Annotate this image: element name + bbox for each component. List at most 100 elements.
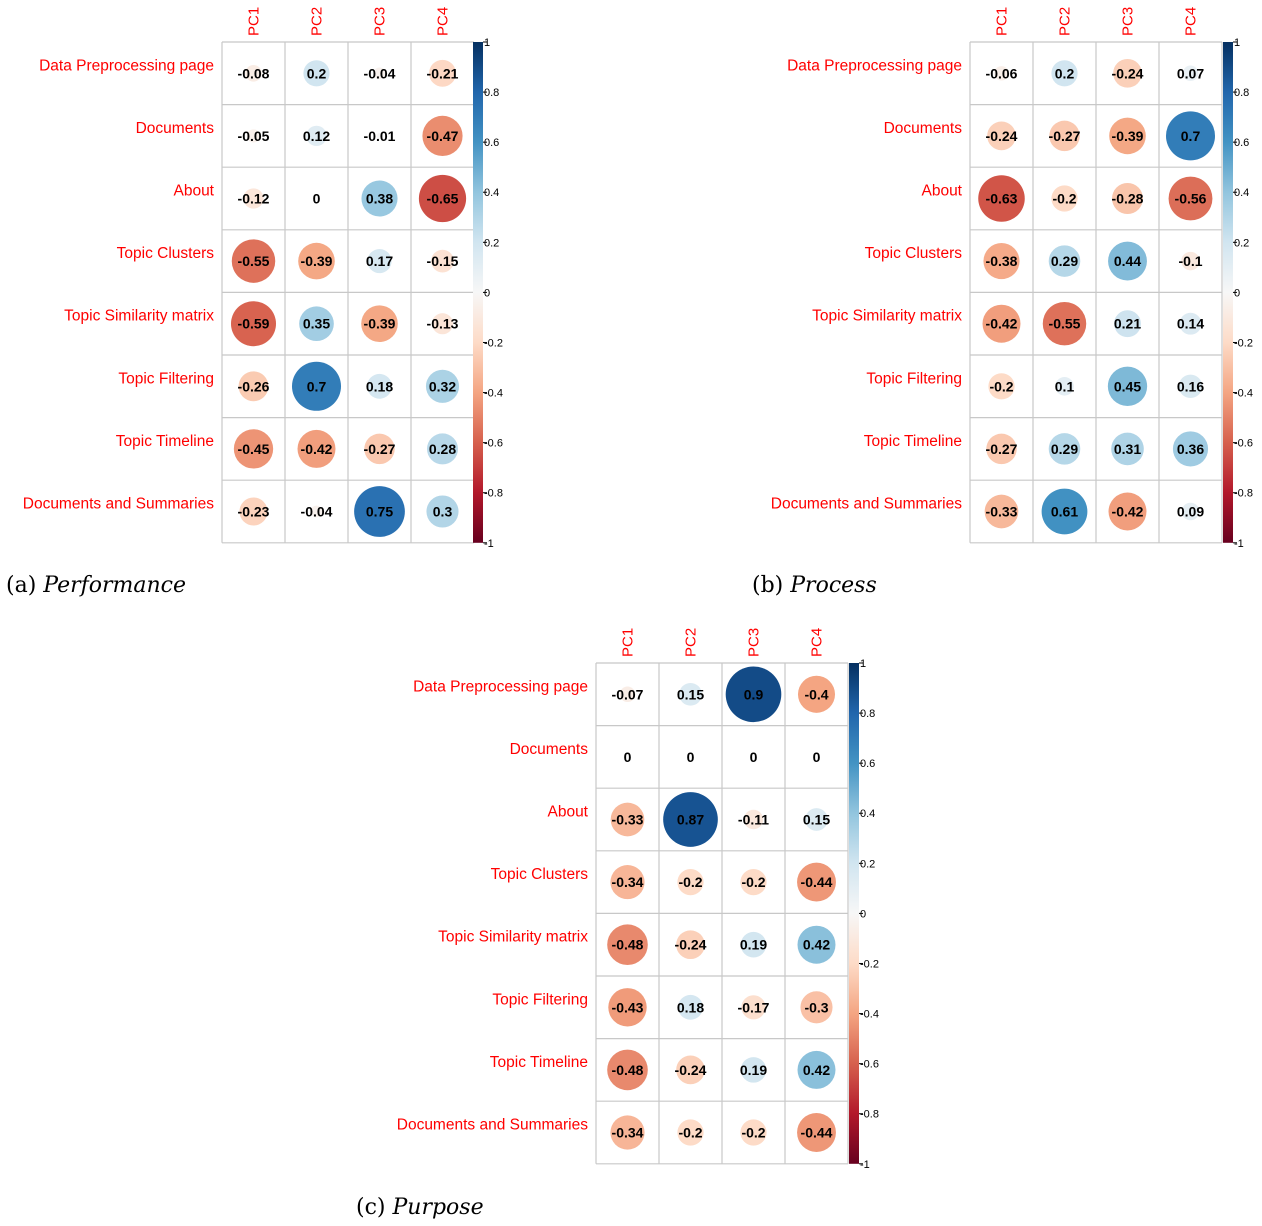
- colorbar-tick-label: 0.2: [860, 858, 875, 870]
- row-label: Topic Clusters: [865, 245, 963, 262]
- corr-value-label: -0.2: [678, 874, 702, 890]
- corr-circle: [676, 930, 705, 960]
- corr-value-label: -0.47: [427, 128, 459, 144]
- corr-circle: [676, 1055, 705, 1085]
- corr-circle: [231, 239, 276, 283]
- corr-circle: [297, 429, 336, 468]
- panel-caption: (a) Performance: [6, 573, 186, 598]
- corr-circle: [1042, 301, 1087, 346]
- panel-process: -0.06 0.2 -0.24 0.07 -0.24 -0.27 -0.39 0.7 -0.63…: [752, 7, 1253, 598]
- colorbar-tick-label: 0: [1234, 287, 1240, 299]
- corr-value-label: 0.32: [429, 378, 456, 394]
- corr-circle: [364, 433, 395, 465]
- corr-circle: [1107, 366, 1148, 406]
- corr-value-label: -0.56: [1175, 191, 1207, 207]
- corr-value-label: -0.42: [986, 316, 1018, 332]
- corr-circle: [303, 60, 330, 87]
- row-label: Data Preprocessing page: [39, 57, 214, 74]
- colorbar-tick-label: 0.4: [484, 187, 499, 199]
- corr-value-label: 0.38: [366, 191, 393, 207]
- corr-value-label: 0.07: [1177, 65, 1204, 81]
- row-label: Documents: [136, 120, 215, 137]
- corr-value-label: -0.39: [1112, 128, 1144, 144]
- corr-circle: [1168, 176, 1213, 221]
- corr-value-label: -0.34: [612, 874, 644, 890]
- corr-circle: [246, 129, 261, 143]
- corr-circle: [679, 682, 702, 706]
- corr-value-label: -0.48: [612, 937, 644, 953]
- colorbar-tick-label: 1: [484, 37, 490, 49]
- corr-circle: [426, 495, 459, 528]
- corr-circle: [1178, 374, 1203, 399]
- corr-value-label: 0.15: [677, 686, 704, 702]
- colorbar-tick-label: 1: [1234, 37, 1240, 49]
- colorbar-tick-label: 0.2: [1234, 237, 1249, 249]
- corr-circle: [982, 304, 1021, 343]
- corr-circle: [367, 373, 392, 399]
- corr-value-label: 0.35: [303, 316, 330, 332]
- corr-circle: [988, 373, 1015, 400]
- corr-value-label: -0.55: [238, 253, 270, 269]
- corr-circle: [233, 429, 274, 469]
- panel-caption-title: Purpose: [391, 1195, 483, 1220]
- corr-value-label: 0.87: [677, 812, 704, 828]
- corr-value-label: -0.28: [1112, 191, 1144, 207]
- corr-value-label: -0.12: [238, 191, 270, 207]
- corr-value-label: -0.23: [238, 504, 270, 520]
- corr-value-label: -0.27: [986, 441, 1018, 457]
- corr-circle: [425, 369, 460, 403]
- corr-circle: [741, 995, 766, 1020]
- corr-circle: [677, 1119, 704, 1146]
- row-label: About: [921, 183, 962, 200]
- corr-circle: [367, 249, 392, 274]
- corr-value-label: 0.36: [1177, 441, 1204, 457]
- colorbar-tick-label: -0.2: [1234, 337, 1253, 349]
- corr-value-label: -0.04: [364, 65, 396, 81]
- corr-circle: [800, 991, 833, 1024]
- corr-circle: [1165, 111, 1216, 161]
- corr-circle: [797, 1113, 836, 1152]
- colorbar-tick-label: -1: [484, 538, 494, 550]
- colorbar-tick-label: 0.6: [860, 758, 875, 770]
- column-label: PC2: [1057, 7, 1074, 36]
- corr-value-label: 0.28: [429, 441, 456, 457]
- colorbar-tick-label: -0.8: [484, 488, 503, 500]
- corr-circle: [797, 1050, 836, 1089]
- colorbar-tick-label: 0.8: [860, 708, 875, 720]
- row-label: Documents and Summaries: [23, 496, 214, 513]
- corr-value-label: -0.08: [238, 65, 270, 81]
- colorbar-tick-label: 0.2: [484, 237, 499, 249]
- corr-value-label: 0.44: [1114, 253, 1141, 269]
- corr-value-label: -0.33: [986, 504, 1018, 520]
- row-label: Documents: [510, 741, 589, 758]
- corr-value-label: 0.12: [303, 128, 330, 144]
- row-label: About: [547, 804, 588, 821]
- corr-circle: [373, 67, 386, 80]
- corr-value-label: 0.42: [803, 937, 830, 953]
- corr-circle: [743, 809, 764, 830]
- corr-value-label: 0: [624, 749, 632, 765]
- corr-circle: [1172, 431, 1209, 467]
- corr-circle: [740, 1119, 767, 1146]
- corr-value-label: 0.75: [366, 504, 393, 520]
- corr-value-label: -0.44: [801, 1125, 833, 1141]
- corr-value-label: 0.3: [433, 504, 453, 520]
- corr-value-label: -0.07: [612, 686, 644, 702]
- corr-circle: [1181, 502, 1200, 521]
- colorbar-tick-label: 0.4: [860, 808, 875, 820]
- corr-circle: [978, 175, 1025, 222]
- corr-circle: [1114, 310, 1141, 338]
- corr-value-label: -0.2: [678, 1125, 702, 1141]
- corr-circle: [797, 675, 836, 713]
- corr-value-label: -0.39: [364, 316, 396, 332]
- corr-value-label: -0.24: [675, 937, 707, 953]
- corr-circle: [610, 865, 645, 900]
- colorbar: [1223, 42, 1233, 543]
- corr-value-label: -0.27: [1049, 128, 1081, 144]
- corr-circle: [361, 305, 398, 343]
- row-label: Topic Filtering: [492, 991, 588, 1008]
- corr-value-label: -0.45: [238, 441, 270, 457]
- corr-circle: [361, 180, 398, 217]
- panel-performance: -0.08 0.2 -0.04 -0.21-0.05 0.12 -0.01 -0.47-0.…: [6, 7, 503, 598]
- corr-circle: [1182, 65, 1199, 82]
